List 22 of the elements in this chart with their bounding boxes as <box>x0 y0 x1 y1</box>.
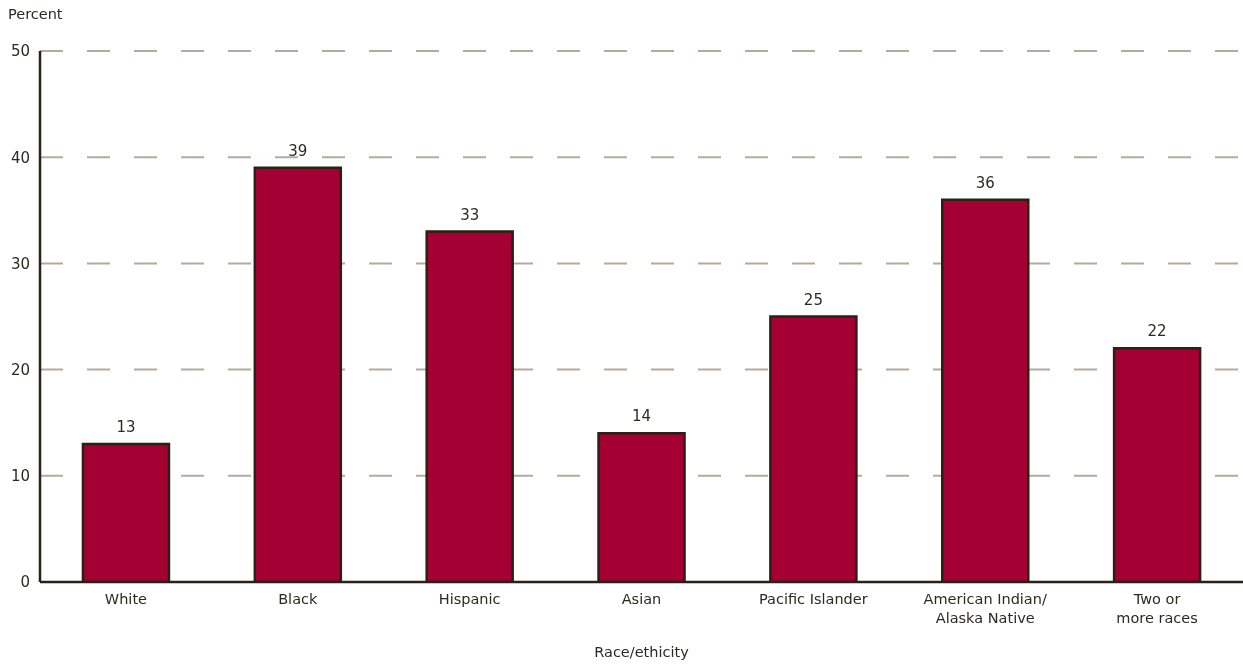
y-tick-label: 50 <box>10 42 30 61</box>
data-label: 13 <box>116 417 136 436</box>
y-tick-label: 30 <box>10 254 30 273</box>
data-label: 14 <box>631 407 652 426</box>
x-tick-label: Pacific Islander <box>759 590 868 607</box>
x-axis-title: Race/ethicity <box>594 644 689 660</box>
data-label: 33 <box>460 205 480 224</box>
data-label: 22 <box>1147 322 1167 341</box>
y-tick-label: 20 <box>10 360 30 379</box>
x-tick-label: American Indian/ Alaska Native <box>923 590 1047 626</box>
x-tick-label: Black <box>278 590 318 607</box>
x-tick-label: Hispanic <box>438 590 501 607</box>
x-tick-label: Two or more races <box>1116 590 1198 626</box>
y-tick-label: 40 <box>10 148 30 167</box>
y-tick-label: 10 <box>10 467 30 486</box>
data-label: 39 <box>288 141 308 160</box>
y-axis-title: Percent <box>8 6 63 22</box>
data-label: 36 <box>975 173 995 192</box>
x-tick-label: Asian <box>621 590 662 607</box>
y-tick-label: 0 <box>20 573 30 592</box>
data-label: 25 <box>803 290 823 309</box>
x-tick-label: White <box>104 590 148 607</box>
